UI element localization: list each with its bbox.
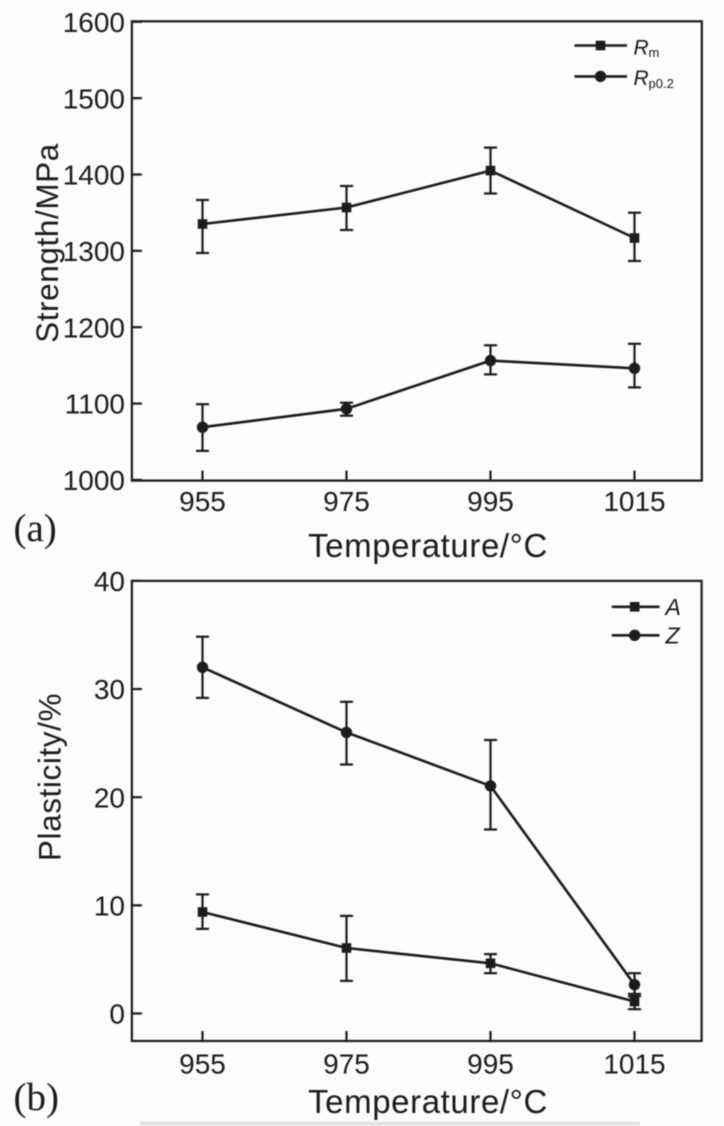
svg-text:1015: 1015 — [603, 486, 665, 517]
svg-text:955: 955 — [179, 486, 226, 517]
svg-text:Z: Z — [665, 623, 681, 649]
svg-text:955: 955 — [179, 1049, 226, 1080]
svg-text:1300: 1300 — [63, 236, 125, 267]
svg-text:975: 975 — [323, 486, 370, 517]
svg-text:1015: 1015 — [603, 1049, 665, 1080]
svg-text:10: 10 — [94, 891, 125, 922]
svg-text:1000: 1000 — [63, 465, 125, 496]
svg-text:0: 0 — [109, 999, 125, 1030]
svg-text:1400: 1400 — [63, 160, 125, 191]
svg-text:m: m — [649, 45, 660, 60]
svg-text:Temperature/°C: Temperature/°C — [308, 527, 548, 564]
svg-text:Temperature/°C: Temperature/°C — [308, 1083, 548, 1120]
svg-text:R: R — [634, 36, 649, 59]
svg-text:975: 975 — [323, 1049, 370, 1080]
svg-text:40: 40 — [94, 566, 125, 597]
svg-text:995: 995 — [467, 486, 514, 517]
svg-text:20: 20 — [94, 782, 125, 813]
svg-text:30: 30 — [94, 674, 125, 705]
svg-text:Strength/MPa: Strength/MPa — [29, 143, 65, 343]
svg-text:p0.2: p0.2 — [649, 76, 674, 91]
svg-text:A: A — [664, 594, 681, 620]
svg-text:Plasticity/%: Plasticity/% — [32, 693, 68, 861]
svg-text:(a): (a) — [14, 507, 57, 550]
svg-text:1600: 1600 — [63, 7, 125, 38]
svg-text:1200: 1200 — [63, 312, 125, 343]
svg-text:1500: 1500 — [63, 83, 125, 114]
svg-text:(b): (b) — [14, 1076, 59, 1119]
svg-text:1100: 1100 — [65, 389, 125, 420]
svg-text:R: R — [634, 67, 649, 90]
svg-text:995: 995 — [467, 1049, 514, 1080]
